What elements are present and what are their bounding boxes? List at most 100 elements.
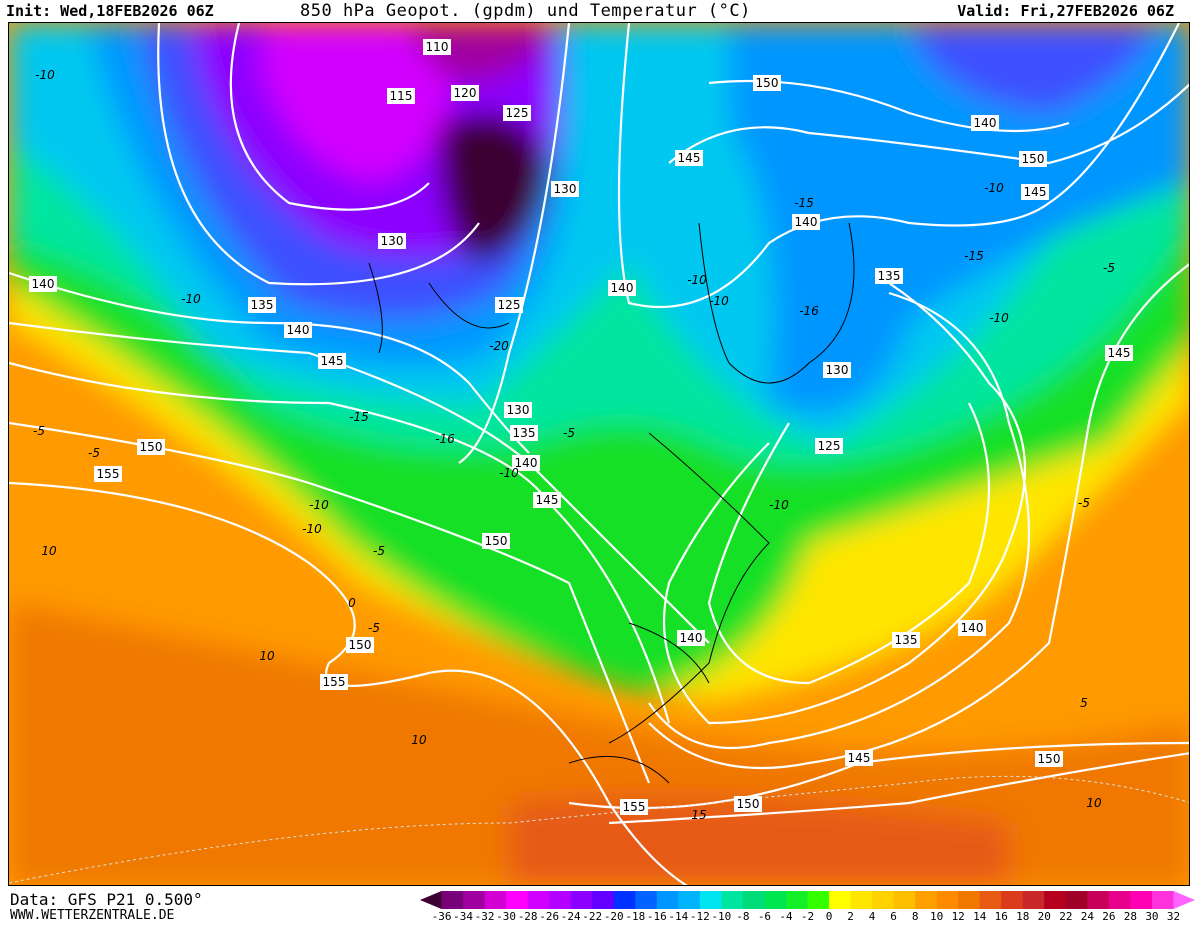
geopotential-contour	[157, 23, 480, 286]
legend-swatch	[441, 891, 464, 909]
svg-text:-10: -10	[687, 273, 707, 287]
svg-text:145: 145	[1108, 346, 1131, 360]
svg-text:130: 130	[381, 234, 404, 248]
legend-swatch	[420, 891, 442, 909]
svg-text:135: 135	[251, 298, 274, 312]
svg-text:115: 115	[390, 89, 413, 103]
legend-swatch	[527, 891, 550, 909]
svg-text:150: 150	[485, 534, 508, 548]
svg-text:-20: -20	[489, 339, 509, 353]
svg-text:-16: -16	[799, 304, 819, 318]
coastlines	[9, 222, 1189, 884]
legend-tick: -4	[779, 910, 793, 923]
temperature-label: 10	[1086, 796, 1102, 810]
legend-ticks: -36 -34 -32 -30 -28 -26 -24 -22 -20 -18 -16 -14 -12-…	[420, 910, 1195, 924]
svg-text:145: 145	[678, 151, 701, 165]
geopotential-label: 150	[753, 75, 781, 91]
temperature-label: -10	[499, 466, 519, 480]
temperature-label: -16	[799, 304, 819, 318]
geopotential-label: 135	[248, 297, 276, 313]
legend-tick: -6	[757, 910, 772, 923]
legend-tick: -28	[517, 910, 538, 923]
geopotential-label: 145	[675, 150, 703, 166]
svg-text:10: 10	[41, 544, 57, 558]
temperature-label: 10	[41, 544, 57, 558]
legend-tick: 30	[1145, 910, 1159, 923]
legend-swatch	[699, 891, 722, 909]
geopotential-label: 125	[495, 297, 523, 313]
svg-text:125: 125	[818, 439, 841, 453]
legend-tick: 16	[994, 910, 1008, 923]
geopotential-contour	[617, 23, 1180, 309]
svg-text:135: 135	[878, 269, 901, 283]
svg-text:130: 130	[507, 403, 530, 417]
legend-swatch	[1108, 891, 1131, 909]
geopotential-contour	[229, 23, 430, 211]
geopotential-label: 110	[423, 39, 451, 55]
legend-tick: -14	[668, 910, 689, 923]
geopotential-label: 130	[823, 362, 851, 378]
legend-swatch	[1022, 891, 1045, 909]
svg-text:10: 10	[411, 733, 427, 747]
temperature-label: -5	[1103, 261, 1115, 275]
svg-text:-15: -15	[964, 249, 984, 263]
svg-text:15: 15	[691, 808, 706, 822]
geopotential-label: 155	[620, 799, 648, 815]
geopotential-label: 130	[551, 181, 579, 197]
weather-map[interactable]: 110 115 120 125 130 130 125 135 140 140 145 150 155 1…	[8, 22, 1190, 886]
svg-text:-10: -10	[35, 68, 55, 82]
legend-swatch	[1173, 891, 1195, 909]
legend-swatch	[742, 891, 765, 909]
geopotential-contour	[9, 321, 710, 644]
geopotential-label: 140	[608, 280, 636, 296]
temperature-label: -10	[35, 68, 55, 82]
legend-tick: -10	[711, 910, 732, 923]
geopotential-label: 150	[137, 439, 165, 455]
geopotential-label: 135	[510, 425, 538, 441]
legend-swatch	[872, 891, 895, 909]
legend-swatch	[1130, 891, 1153, 909]
temperature-label: 15	[691, 808, 706, 822]
svg-text:-5: -5	[88, 446, 100, 460]
legend-tick: 12	[951, 910, 965, 923]
legend-tick: -24	[560, 910, 581, 923]
temperature-label: -10	[302, 522, 322, 536]
svg-text:0: 0	[348, 596, 356, 610]
svg-text:-5: -5	[1078, 496, 1090, 510]
legend-tick: -18	[625, 910, 646, 923]
temperature-label: -15	[794, 196, 814, 210]
legend-swatch	[592, 891, 615, 909]
svg-text:125: 125	[498, 298, 521, 312]
legend-tick: 4	[868, 910, 876, 923]
geopotential-label: 125	[815, 438, 843, 454]
svg-text:140: 140	[961, 621, 984, 635]
legend-swatch	[1044, 891, 1067, 909]
geopotential-label: 140	[958, 620, 986, 636]
geopotential-contour	[648, 263, 1189, 769]
temperature-label: 10	[259, 649, 275, 663]
geopotential-label: 140	[792, 214, 820, 230]
svg-text:145: 145	[321, 354, 344, 368]
legend-swatch	[979, 891, 1002, 909]
valid-time: Valid: Fri,27FEB2026 06Z	[957, 2, 1174, 20]
legend-swatch	[893, 891, 916, 909]
legend-tick: 18	[1016, 910, 1030, 923]
legend-swatch	[484, 891, 507, 909]
website-credit: WWW.WETTERZENTRALE.DE	[10, 908, 175, 923]
svg-text:140: 140	[795, 215, 818, 229]
legend-tick: -16	[646, 910, 667, 923]
svg-text:150: 150	[1022, 152, 1045, 166]
svg-text:-5: -5	[33, 424, 45, 438]
svg-text:-10: -10	[984, 181, 1004, 195]
svg-text:155: 155	[623, 800, 646, 814]
geopotential-label: 140	[29, 276, 57, 292]
svg-text:135: 135	[895, 633, 918, 647]
geopotential-label: 130	[504, 402, 532, 418]
geopotential-label: 155	[94, 466, 122, 482]
geopotential-contour	[668, 83, 1189, 165]
svg-text:10: 10	[259, 649, 275, 663]
svg-text:-10: -10	[309, 498, 329, 512]
svg-text:5: 5	[1080, 696, 1088, 710]
legend-swatch	[785, 891, 808, 909]
